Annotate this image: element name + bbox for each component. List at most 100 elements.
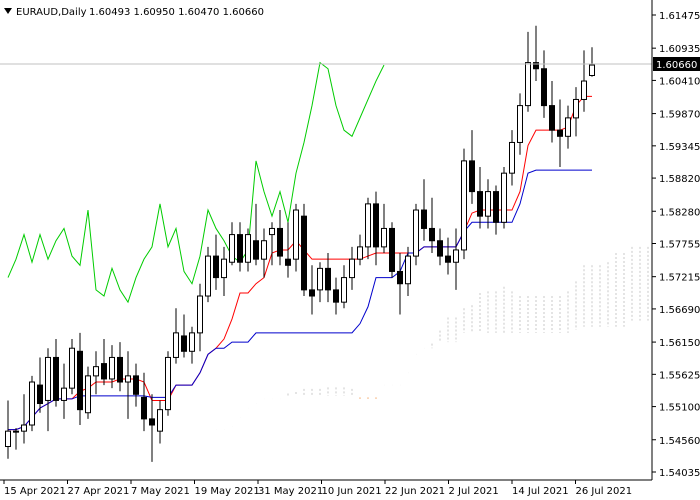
candle-body-bear <box>541 68 547 107</box>
candle-body-bull <box>61 387 67 401</box>
candle-body-bull <box>109 356 115 380</box>
price-tick-label: 1.60935 <box>659 44 700 55</box>
price-tick-label: 1.55100 <box>659 403 700 414</box>
date-tick-label: 2 Jul 2021 <box>449 486 499 497</box>
candle <box>589 47 595 77</box>
date-tick-label: 26 Jul 2021 <box>576 486 633 497</box>
candle-body-bull <box>189 332 195 352</box>
candle-body-bear <box>397 270 403 285</box>
candle <box>109 345 115 389</box>
candle-body-bull <box>589 64 595 77</box>
candle-body-bear <box>285 258 291 266</box>
candle-body-bear <box>309 289 315 297</box>
candle-body-bull <box>245 234 251 263</box>
candle <box>389 222 395 278</box>
candle-body-bull <box>125 375 131 383</box>
candle-body-bear <box>445 255 451 263</box>
candle <box>149 394 155 462</box>
candle-body-bull <box>405 255 411 285</box>
dropdown-triangle-icon[interactable] <box>4 8 12 14</box>
candle-body-bear <box>477 191 483 217</box>
candle <box>141 372 147 432</box>
candle-body-bear <box>213 255 219 279</box>
candle-body-bull <box>453 249 459 263</box>
candle <box>69 339 75 395</box>
candle <box>509 130 515 186</box>
current-price-tag: 1.60660 <box>653 57 700 71</box>
candle <box>477 167 483 229</box>
candle-body-bull <box>269 227 275 236</box>
candle-body-bull <box>5 430 11 448</box>
candle <box>445 237 451 275</box>
candle <box>421 179 427 241</box>
candle-body-bull <box>21 424 27 432</box>
candle <box>365 197 371 260</box>
price-tick-label: 1.56690 <box>659 305 700 316</box>
price-axis: 1.61475 1.60935 1.60410 1.59870 1.59345 1.588… <box>652 11 700 479</box>
candle <box>469 130 475 204</box>
candle-body-bear <box>77 350 83 411</box>
candle <box>549 81 555 143</box>
candle-body-bull <box>565 117 571 137</box>
current-price-label: 1.60660 <box>656 60 697 71</box>
candle-body-bull <box>261 240 267 260</box>
candle <box>269 222 275 266</box>
price-tick-label: 1.54035 <box>659 468 700 479</box>
price-tick-label: 1.55625 <box>659 370 700 381</box>
candle <box>557 99 563 168</box>
candle <box>173 308 179 364</box>
candle <box>29 375 35 432</box>
candle-body-bear <box>389 227 395 272</box>
candle-body-bear <box>101 363 107 380</box>
symbol-label: EURAUD,Daily <box>16 7 87 18</box>
candle-body-bear <box>301 215 307 291</box>
candle <box>221 246 227 297</box>
candle-body-bull <box>293 209 299 260</box>
candle <box>533 25 539 82</box>
candle-body-bull <box>165 356 171 411</box>
price-tick-label: 1.58280 <box>659 207 700 218</box>
candle-body-bull <box>461 160 467 251</box>
candle <box>293 203 299 272</box>
candle <box>253 203 259 266</box>
candle-body-bear <box>533 62 539 70</box>
chart-header: EURAUD,Daily 1.60493 1.60950 1.60470 1.6… <box>4 7 264 18</box>
candle-body-bear <box>325 267 331 291</box>
candle-body-bear <box>149 418 155 426</box>
candle-body-bear <box>421 209 427 229</box>
candle <box>261 228 267 278</box>
date-tick-label: 27 Apr 2021 <box>68 486 130 497</box>
price-tick-label: 1.58820 <box>659 174 700 185</box>
price-tick-label: 1.54560 <box>659 436 700 447</box>
candle <box>413 203 419 266</box>
candle <box>157 400 163 444</box>
candle-body-bear <box>53 356 59 401</box>
candle-body-bull <box>197 295 203 334</box>
candle-body-bear <box>37 384 43 405</box>
date-axis: 15 Apr 2021 27 Apr 2021 7 May 2021 19 May 2… <box>3 480 633 497</box>
candle-body-bear <box>181 335 187 352</box>
candle-body-bull <box>157 409 163 432</box>
candle <box>205 246 211 303</box>
candle-body-bear <box>549 105 555 131</box>
candle <box>45 348 51 432</box>
date-tick-label: 15 Apr 2021 <box>4 486 66 497</box>
candle-body-bear <box>333 289 339 303</box>
candle <box>37 357 43 413</box>
candle-body-bear <box>117 356 123 383</box>
candle <box>381 203 387 254</box>
candle-body-bull <box>525 62 531 107</box>
date-tick-label: 14 Jul 2021 <box>512 486 569 497</box>
candle <box>229 222 235 266</box>
candle <box>429 197 435 254</box>
candle <box>349 246 355 290</box>
candle <box>541 50 547 118</box>
ohlc-label: 1.60493 1.60950 1.60470 1.60660 <box>89 7 264 18</box>
candle-body-bull <box>205 255 211 297</box>
candle-body-bear <box>493 191 499 223</box>
candle <box>21 394 27 444</box>
candle-body-bull <box>501 172 507 223</box>
candle-body-bull <box>381 227 387 248</box>
candle-body-bull <box>45 356 51 401</box>
